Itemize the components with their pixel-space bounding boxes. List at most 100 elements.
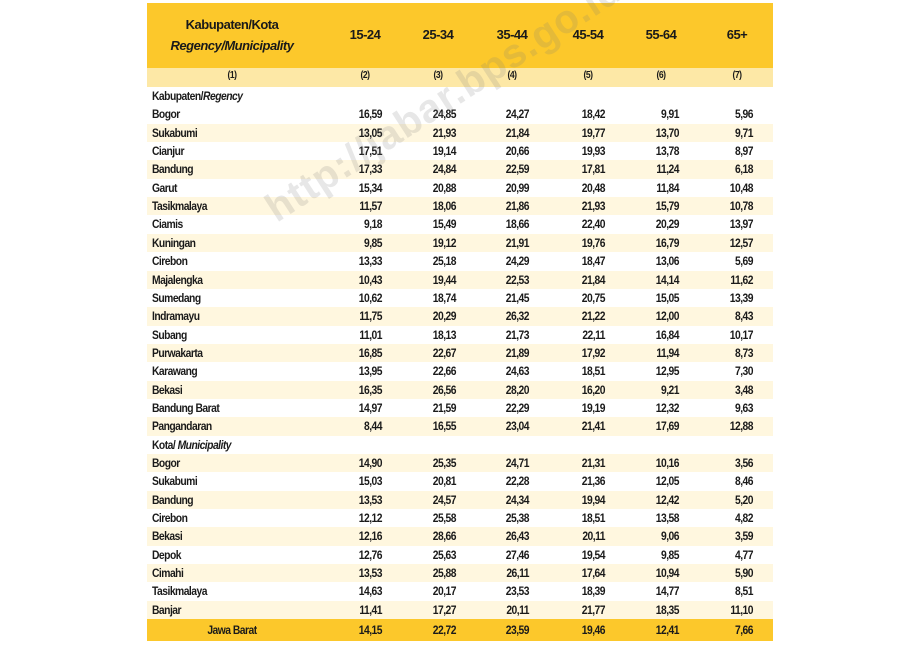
cell-value: 9,85 — [363, 235, 383, 250]
row-name: Purwakarta — [152, 345, 203, 360]
cell-value: 26,56 — [432, 382, 457, 397]
cell-value: 10,16 — [655, 456, 680, 470]
cell-value: 11,01 — [359, 327, 382, 342]
cell-value: 23,53 — [505, 584, 530, 599]
cell-value: 13,53 — [358, 492, 383, 507]
cell-value: 16,85 — [358, 345, 383, 360]
cell-value: 17,69 — [655, 419, 680, 434]
cell-value: 15,03 — [358, 474, 383, 489]
cell-value: 24,85 — [432, 107, 457, 122]
cell-value: 3,59 — [734, 529, 754, 544]
cell-value: 19,94 — [581, 492, 606, 507]
cell-value: 25,58 — [432, 511, 457, 526]
cell-value: 17,92 — [581, 345, 606, 360]
cell-value: 28,66 — [432, 529, 457, 544]
cell-value: 4,82 — [734, 511, 754, 526]
cell-value: 15,49 — [432, 217, 457, 232]
row-name: Garut — [152, 180, 177, 195]
cell-value: 10,62 — [358, 290, 383, 305]
cell-value: 13,70 — [655, 125, 680, 140]
cell-value: 24,84 — [432, 162, 457, 177]
header-label-en: Regency/Municipality — [170, 38, 294, 53]
cell-value: 6,18 — [734, 162, 754, 177]
cell-value: 5,20 — [734, 492, 754, 507]
cell-value: 24,34 — [505, 492, 530, 507]
cell-value: 25,88 — [432, 566, 457, 581]
row-stripe — [147, 380, 773, 399]
row-name: Tasikmalaya — [152, 199, 207, 214]
cell-value: 11,57 — [359, 199, 382, 214]
cell-value: 26,11 — [506, 566, 529, 581]
cell-value: 19,19 — [581, 400, 606, 415]
cell-value: 20,11 — [506, 602, 529, 617]
column-header: 45-54 — [572, 27, 604, 42]
row-stripe — [147, 454, 773, 473]
cell-value: 10,94 — [655, 566, 680, 581]
cell-value: 11,94 — [656, 345, 679, 360]
column-number: (5) — [583, 70, 593, 81]
cell-value: 27,46 — [505, 547, 530, 562]
row-name: Pangandaran — [152, 419, 212, 434]
cell-value: 14,90 — [358, 456, 383, 470]
cell-value: 9,21 — [660, 382, 680, 397]
row-stripe — [147, 490, 773, 510]
cell-value: 20,75 — [581, 290, 606, 305]
row-name: Cimahi — [152, 566, 184, 581]
row-name: Ciamis — [152, 217, 183, 232]
column-number: (3) — [433, 70, 443, 81]
row-name: Sumedang — [152, 290, 201, 305]
cell-value: 20,88 — [432, 180, 457, 195]
cell-value: 14,97 — [358, 400, 383, 415]
cell-value: 20,99 — [505, 180, 530, 195]
cell-value: 19,54 — [581, 547, 606, 562]
cell-value: 18,35 — [655, 602, 680, 617]
cell-value: 14,63 — [358, 584, 383, 599]
cell-value: 16,59 — [358, 107, 383, 122]
total-value: 12,41 — [655, 623, 680, 637]
section-title: Kabupaten/ — [152, 89, 204, 103]
cell-value: 17,33 — [358, 162, 383, 177]
cell-value: 25,18 — [432, 254, 457, 269]
cell-value: 21,22 — [581, 309, 606, 324]
cell-value: 21,91 — [505, 235, 530, 250]
column-number: (4) — [507, 70, 517, 81]
cell-value: 12,42 — [655, 492, 680, 507]
cell-value: 11,24 — [656, 162, 679, 177]
cell-value: 20,17 — [432, 584, 457, 599]
cell-value: 21,84 — [505, 125, 530, 140]
header-label: Kabupaten/Kota — [185, 17, 279, 32]
cell-value: 8,46 — [734, 474, 754, 489]
cell-value: 3,56 — [734, 456, 754, 470]
section-title: Kota/ — [152, 437, 178, 452]
cell-value: 25,63 — [432, 547, 457, 562]
cell-value: 19,12 — [432, 235, 457, 250]
cell-value: 13,33 — [358, 254, 383, 269]
cell-value: 3,48 — [734, 382, 754, 397]
cell-value: 19,44 — [432, 272, 457, 287]
cell-value: 21,93 — [581, 199, 606, 214]
cell-value: 8,51 — [734, 584, 754, 599]
row-stripe — [147, 307, 773, 326]
cell-value: 12,76 — [358, 547, 383, 562]
row-stripe — [147, 343, 773, 363]
total-name: Jawa Barat — [207, 623, 257, 637]
cell-value: 21,77 — [581, 602, 606, 617]
cell-value: 22,29 — [505, 400, 530, 415]
cell-value: 20,29 — [655, 217, 680, 232]
cell-value: 21,86 — [505, 199, 530, 214]
row-name: Sukabumi — [152, 125, 198, 140]
cell-value: 21,89 — [505, 345, 530, 360]
cell-value: 17,81 — [581, 162, 606, 177]
cell-value: 18,13 — [432, 327, 457, 342]
cell-value: 8,44 — [363, 419, 383, 434]
cell-value: 5,90 — [734, 566, 754, 581]
cell-value: 20,81 — [432, 474, 457, 489]
cell-value: 20,48 — [581, 180, 606, 195]
row-stripe — [147, 564, 773, 583]
cell-value: 22,11 — [582, 327, 605, 342]
cell-value: 20,66 — [505, 144, 530, 159]
total-value: 19,46 — [581, 623, 606, 637]
row-stripe — [147, 197, 773, 216]
row-stripe — [147, 123, 773, 143]
